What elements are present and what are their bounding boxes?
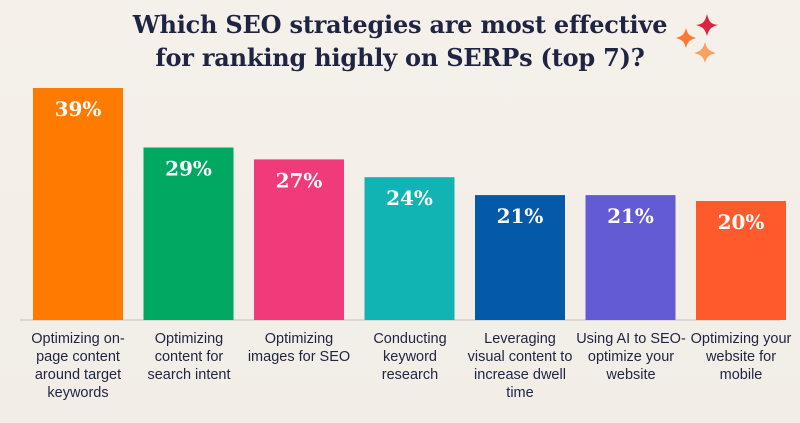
bar-value-label: 20% xyxy=(718,210,765,234)
sparkle-peach-icon xyxy=(694,42,716,63)
sparkles-icon xyxy=(676,14,718,63)
category-label: Optimizing on-page content around target… xyxy=(31,331,125,401)
bar-value-label: 24% xyxy=(386,186,433,210)
category-label: Leveraging visual content to increase dw… xyxy=(467,331,573,401)
bar-value-label: 21% xyxy=(607,204,654,228)
bar-value-label: 27% xyxy=(276,168,323,192)
bar-value-label: 39% xyxy=(55,97,102,121)
bar xyxy=(33,88,123,320)
sparkle-orange-icon xyxy=(676,28,696,48)
bar xyxy=(585,195,676,320)
bar xyxy=(696,201,786,320)
sparkle-red-icon xyxy=(696,14,718,36)
category-label: Optimizing your website for mobile xyxy=(690,331,792,383)
bar xyxy=(254,159,344,320)
bar-value-label: 29% xyxy=(165,157,212,181)
bar xyxy=(475,195,565,320)
chart-title: Which SEO strategies are most effective … xyxy=(132,10,668,72)
bar xyxy=(364,177,455,320)
category-label: Optimizing images for SEO xyxy=(247,331,351,365)
bars: 39% 29% 27% 24% 21% 21% 20% xyxy=(33,88,786,320)
category-label: Using AI to SEO-optimize your website xyxy=(576,331,686,383)
category-label: Conducting keyword research xyxy=(373,331,447,383)
bar-value-label: 21% xyxy=(497,204,544,228)
bar xyxy=(143,147,234,320)
category-label: Optimizing content for search intent xyxy=(147,331,231,383)
